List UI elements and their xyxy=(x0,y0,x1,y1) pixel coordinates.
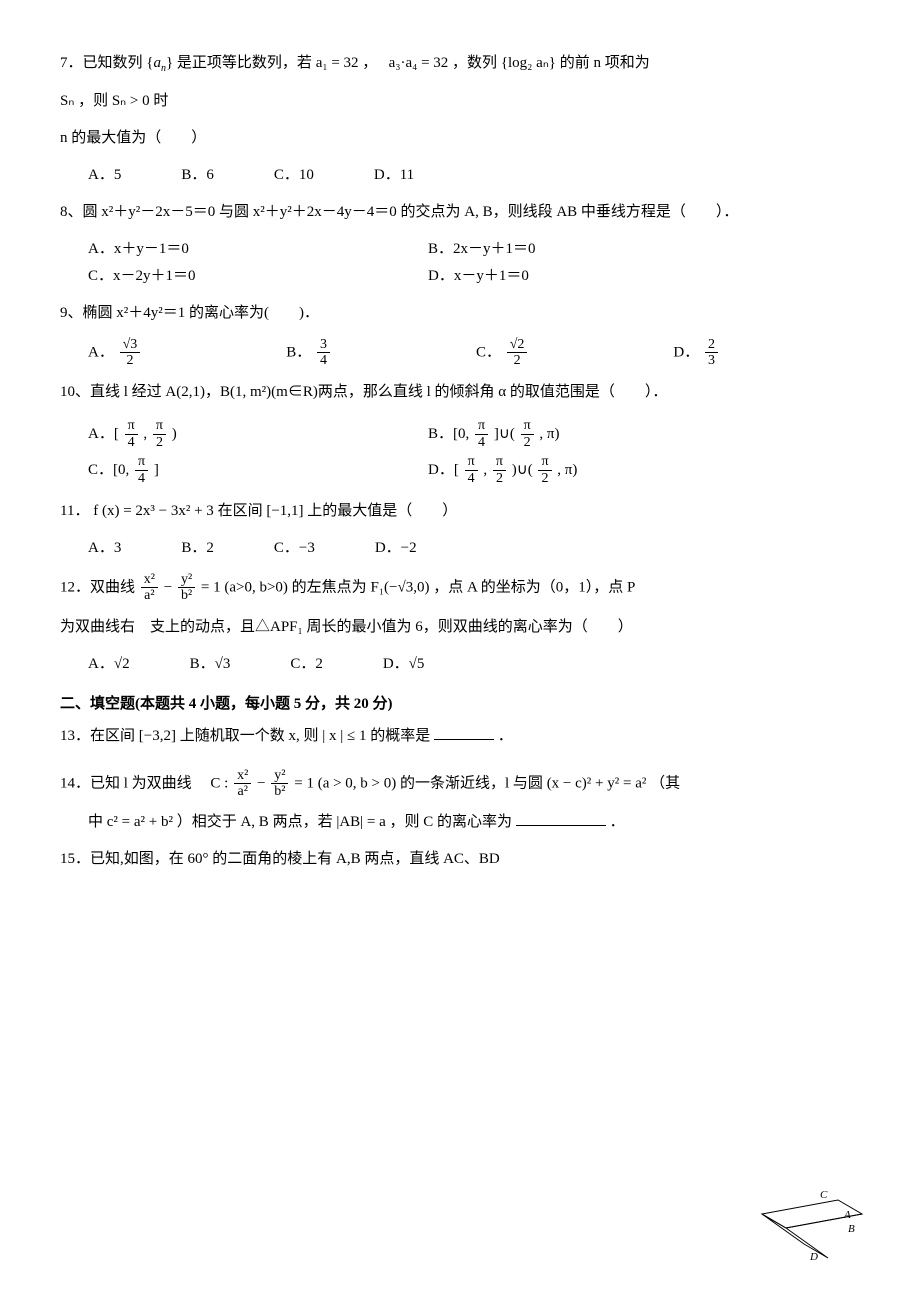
q14-line1: 14．已知 l 为双曲线 C : x²a² − y²b² = 1 (a > 0,… xyxy=(60,768,860,800)
q8-optB: B．2x－y＋1＝0 xyxy=(428,236,768,263)
q14-ab: |AB| = a xyxy=(336,814,385,830)
label-D: D xyxy=(809,1251,818,1262)
q10-optA: A．[ π4 , π2 ) xyxy=(88,416,428,452)
section2-title: 二、填空题(本题共 4 小题，每小题 5 分，共 20 分) xyxy=(60,692,860,713)
q9-optA: A． √32 xyxy=(88,337,142,369)
q11-stem: 11． f (x) = 2x³ − 3x² + 3 在区间 [−1,1] 上的最… xyxy=(60,498,860,525)
q7-line-sn: Sₙ ，则 Sₙ > 0 时 xyxy=(60,88,860,115)
q8-optA: A．x＋y－1＝0 xyxy=(88,236,428,263)
q10-optC: C．[0, π4 ] xyxy=(88,452,428,488)
label-C: C xyxy=(820,1189,828,1201)
q7-sep1: ， xyxy=(362,55,377,71)
q7-t3: ，数列 xyxy=(452,55,497,71)
q12-optD: D．√5 xyxy=(383,651,425,678)
q7-t1: 7．已知数列 xyxy=(60,55,143,71)
label-B: B xyxy=(848,1223,855,1235)
q10-optB: B．[0, π4 ]∪( π2 , π) xyxy=(428,416,768,452)
q8-opts: A．x＋y－1＝0 B．2x－y＋1＝0 C．x－2y＋1＝0 D．x－y＋1＝… xyxy=(88,236,860,290)
q12-optC: C．2 xyxy=(290,651,323,678)
q11-optD: D．−2 xyxy=(375,535,417,562)
q11-optA: A．3 xyxy=(88,535,121,562)
q7-optB: B．6 xyxy=(181,162,214,189)
q9-stem: 9、椭圆 x²＋4y²＝1 的离心率为( )． xyxy=(60,300,860,327)
q7-a1: a₁ = 32 xyxy=(316,55,359,71)
q11-optB: B．2 xyxy=(181,535,214,562)
q7-sn: Sₙ xyxy=(60,93,74,109)
q8-optD: D．x－y＋1＝0 xyxy=(428,263,768,290)
q7-a3a4: a₃·a₄ = 32 xyxy=(389,55,449,71)
dihedral-diagram: C A B D xyxy=(750,1182,870,1262)
q11-optC: C．−3 xyxy=(274,535,315,562)
q8-optC: C．x－2y＋1＝0 xyxy=(88,263,428,290)
q9-opts: A． √32 B． 34 C． √22 D． 23 xyxy=(88,337,860,369)
q7-line1: 7．已知数列 {an} 是正项等比数列，若 a₁ = 32 ， a₃·a₄ = … xyxy=(60,50,860,78)
q7-optC: C．10 xyxy=(274,162,314,189)
q7-line2: n 的最大值为（ ） xyxy=(60,125,860,152)
q11-opts: A．3 B．2 C．−3 D．−2 xyxy=(88,535,860,562)
page: 7．已知数列 {an} 是正项等比数列，若 a₁ = 32 ， a₃·a₄ = … xyxy=(0,0,920,1302)
q9-optC: C． √22 xyxy=(476,337,529,369)
q12-line2: 为双曲线右 支上的动点，且△APF₁ 周长的最小值为 6，则双曲线的离心率为（ … xyxy=(60,614,860,641)
q12-optA: A．√2 xyxy=(88,651,130,678)
q8-stem: 8、圆 x²＋y²－2x－5＝0 与圆 x²＋y²＋2x－4y－4＝0 的交点为… xyxy=(60,199,860,226)
q11-interval: [−1,1] xyxy=(266,503,303,519)
q12-opts: A．√2 B．√3 C．2 D．√5 xyxy=(88,651,860,678)
q10-optD: D．[ π4 , π2 )∪( π2 , π) xyxy=(428,452,768,488)
q12-optB: B．√3 xyxy=(190,651,231,678)
label-A: A xyxy=(843,1209,851,1221)
q7-opts: A．5 B．6 C．10 D．11 xyxy=(88,162,860,189)
q7-seq: {an} xyxy=(146,55,173,71)
q9-optB: B． 34 xyxy=(286,337,332,369)
q14-blank xyxy=(516,810,606,826)
q7-log: {log₂ aₙ} xyxy=(501,55,556,71)
q7-t2: 是正项等比数列，若 xyxy=(177,55,312,71)
q12-F1: F₁(−√3,0) xyxy=(370,579,429,595)
q7-optA: A．5 xyxy=(88,162,121,189)
q7-cond: ，则 Sₙ > 0 时 xyxy=(78,93,168,109)
q14-line2: 中 c² = a² + b² ）相交于 A, B 两点，若 |AB| = a ，… xyxy=(60,809,860,836)
q11-func: f (x) = 2x³ − 3x² + 3 xyxy=(93,503,214,519)
q10-stem: 10、直线 l 经过 A(2,1)，B(1, m²)(m∈R)两点，那么直线 l… xyxy=(60,379,860,406)
q9-optD: D． 23 xyxy=(673,337,720,369)
q14-circle: (x − c)² + y² = a² xyxy=(547,775,647,791)
q15: 15．已知,如图，在 60° 的二面角的棱上有 A,B 两点，直线 AC、BD xyxy=(60,846,860,873)
q13: 13．在区间 [−3,2] 上随机取一个数 x, 则 | x | ≤ 1 的概率… xyxy=(60,723,860,750)
q7-t4: 的前 n 项和为 xyxy=(560,55,650,71)
q10-opts: A．[ π4 , π2 ) B．[0, π4 ]∪( π2 , π) C．[0,… xyxy=(88,416,860,488)
q7-optD: D．11 xyxy=(374,162,414,189)
q13-blank xyxy=(434,724,494,740)
q12-line1: 12．双曲线 x²a² − y²b² = 1 (a>0, b>0) 的左焦点为 … xyxy=(60,572,860,604)
